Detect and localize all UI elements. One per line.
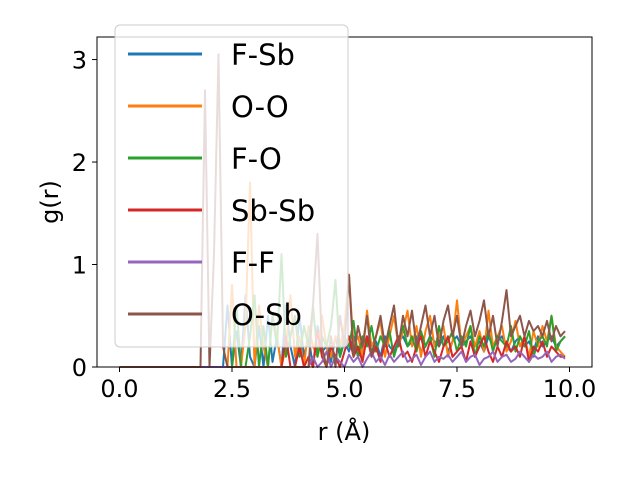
- x-axis-label: r (Å): [318, 417, 371, 446]
- y-tick-label: 3: [72, 47, 87, 75]
- y-axis-label: g(r): [36, 180, 64, 224]
- legend-label-f-f: F-F: [231, 246, 275, 280]
- x-tick-label: 0.0: [100, 375, 138, 403]
- legend-label-sb-sb: Sb-Sb: [231, 194, 315, 228]
- legend: F-Sb O-O F-O Sb-Sb F-F O-Sb: [114, 24, 349, 348]
- y-tick-label: 1: [72, 252, 87, 280]
- x-axis-ticks: 0.0 2.5 5.0 7.5 10.0: [100, 367, 596, 403]
- x-tick-label: 7.5: [438, 375, 476, 403]
- legend-label-o-sb: O-Sb: [231, 298, 302, 332]
- x-tick-label: 2.5: [213, 375, 251, 403]
- x-tick-label: 10.0: [543, 375, 596, 403]
- legend-label-f-sb: F-Sb: [231, 38, 295, 72]
- legend-label-o-o: O-O: [231, 90, 289, 124]
- legend-label-f-o: F-O: [231, 142, 282, 176]
- x-tick-label: 5.0: [325, 375, 363, 403]
- y-axis-ticks: 0 1 2 3: [72, 47, 97, 382]
- y-tick-label: 0: [72, 354, 87, 382]
- y-tick-label: 2: [72, 149, 87, 177]
